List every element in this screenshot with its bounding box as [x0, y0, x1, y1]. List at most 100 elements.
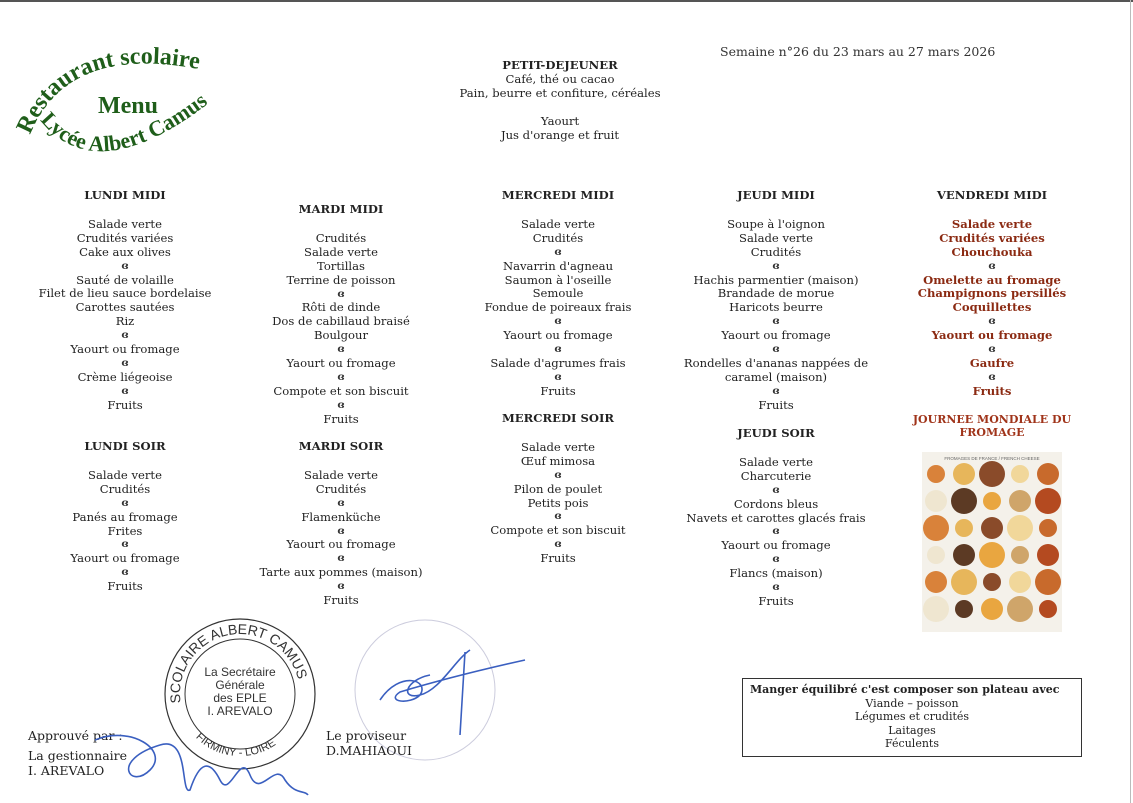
menu-item: Petits pois: [527, 495, 589, 510]
gestionnaire-name: I. AREVALO: [28, 763, 105, 778]
menu-item: Soupe à l'oignon: [727, 216, 825, 231]
equilibre-title: Manger équilibré c'est composer son plat…: [750, 683, 1060, 696]
meal-title: MARDI MIDI: [298, 202, 384, 216]
separator-icon: ɞ: [554, 469, 562, 481]
gestionnaire-label: La gestionnaire I. AREVALO: [28, 748, 127, 778]
menu-item: Coquillettes: [952, 300, 1032, 315]
separator-icon: ɞ: [988, 344, 996, 356]
menu-item: Fruits: [540, 551, 576, 566]
cheese-mark: [953, 544, 975, 566]
cheese-mark: [925, 571, 947, 593]
scan-edge-right: [1130, 0, 1131, 803]
cheese-mark: [927, 546, 945, 564]
separator-icon: ɞ: [772, 554, 780, 566]
menu-item: Yaourt ou fromage: [286, 356, 396, 371]
menu-item: Tarte aux pommes (maison): [259, 565, 423, 580]
cheese-mark: [1009, 490, 1031, 512]
menu-item: Fruits: [540, 383, 576, 398]
menu-item: Tortillas: [317, 258, 365, 273]
stamp-inner-line: I. AREVALO: [207, 704, 272, 718]
separator-icon: ɞ: [121, 539, 129, 551]
separator-icon: ɞ: [121, 260, 129, 272]
proviseur-stamp-faint: [354, 619, 496, 761]
meal-title: LUNDI MIDI: [84, 188, 166, 202]
menu-item: Fondue de poireaux frais: [484, 300, 632, 315]
menu-item: Yaourt ou fromage: [721, 538, 831, 553]
menu-item: Crudités: [750, 244, 802, 259]
jeudi-midi: JEUDI MIDI Soupe à l'oignon Salade verte Cr…: [666, 188, 886, 413]
vendredi-midi: VENDREDI MIDI Salade verte Crudités variée…: [892, 188, 1092, 399]
menu-item: Crudités: [99, 481, 151, 496]
separator-icon: ɞ: [772, 582, 780, 594]
cheese-mark: [1007, 596, 1033, 622]
cheese-mark: [979, 542, 1005, 568]
menu-item: Carottes sautées: [75, 300, 175, 315]
menu-item: Cordons bleus: [733, 496, 819, 511]
gestionnaire-title: La gestionnaire: [28, 748, 128, 763]
separator-icon: ɞ: [554, 344, 562, 356]
menu-item: Yaourt ou fromage: [286, 537, 396, 552]
separator-icon: ɞ: [554, 539, 562, 551]
cheese-mark: [951, 488, 977, 514]
separator-icon: ɞ: [337, 525, 345, 537]
meal-title: MERCREDI MIDI: [501, 188, 615, 202]
week-label: Semaine n°26 du 23 mars au 27 mars 2026: [720, 44, 996, 59]
mercredi-soir: MERCREDI SOIR Salade verte Œuf mimosa ɞ Pilo…: [458, 411, 658, 566]
menu-item: Chouchouka: [951, 244, 1033, 259]
separator-icon: ɞ: [337, 344, 345, 356]
cheese-mark: [1011, 546, 1029, 564]
cheese-mark: [1039, 600, 1057, 618]
menu-item: Hachis parmentier (maison): [693, 272, 859, 287]
menu-item: Yaourt ou fromage: [721, 328, 831, 343]
menu-item: Œuf mimosa: [520, 453, 596, 468]
cheese-mark: [923, 515, 949, 541]
menu-item: Yaourt: [540, 113, 580, 128]
separator-icon: ɞ: [121, 497, 129, 509]
logo-line2: Menu: [98, 93, 158, 119]
separator-icon: ɞ: [772, 344, 780, 356]
separator-icon: ɞ: [772, 385, 780, 397]
cheese-mark: [1035, 569, 1061, 595]
cheese-poster-image: FROMAGES DE FRANCE / FRENCH CHEESE: [922, 452, 1062, 632]
separator-icon: ɞ: [772, 526, 780, 538]
menu-item: Panés au fromage: [72, 509, 178, 524]
meal-title: MERCREDI SOIR: [501, 411, 615, 425]
menu-item: Salade verte: [951, 216, 1033, 231]
mardi-soir: MARDI SOIR Salade verte Crudités ɞ Flamenküc…: [241, 439, 441, 608]
menu-item: Dos de cabillaud braisé: [272, 314, 410, 329]
menu-item: Crudités: [315, 230, 367, 245]
menu-item: Jus d'orange et fruit: [500, 127, 620, 142]
menu-item: Fruits: [323, 411, 359, 426]
school-stamp: SCOLAIRE ALBERT CAMUS FIRMINY - LOIRE La…: [164, 618, 316, 770]
cheese-mark: [981, 517, 1003, 539]
scan-edge: [0, 0, 1133, 2]
menu-item: Charcuterie: [740, 468, 812, 483]
meal-title: MARDI SOIR: [298, 439, 384, 453]
menu-item: Semoule: [532, 286, 584, 301]
menu-item: Brandade de morue: [717, 286, 835, 301]
cheese-mark: [979, 461, 1005, 487]
menu-item: Cake aux olives: [79, 244, 171, 259]
menu-item: Fruits: [972, 383, 1012, 398]
menu-item: Flamenküche: [301, 509, 381, 524]
menu-item: Terrine de poisson: [286, 272, 396, 287]
cheese-mark: [1039, 519, 1057, 537]
separator-icon: ɞ: [772, 316, 780, 328]
separator-icon: ɞ: [121, 357, 129, 369]
menu-item: Salade verte: [304, 244, 378, 259]
menu-item: Fruits: [107, 579, 143, 594]
equilibre-item: Viande – poisson: [865, 696, 959, 710]
separator-icon: ɞ: [772, 260, 780, 272]
menu-item: Salade d'agrumes frais: [490, 355, 626, 370]
equilibre-item: Féculents: [885, 737, 939, 750]
meal-title: JEUDI SOIR: [737, 426, 815, 440]
stamp-inner-line: Générale: [215, 678, 265, 692]
separator-icon: ɞ: [988, 371, 996, 383]
cheese-mark: [1007, 515, 1033, 541]
meal-title: JEUDI MIDI: [737, 188, 815, 202]
menu-item: Filet de lieu sauce bordelaise: [38, 286, 212, 301]
menu-item: Crudités variées: [939, 230, 1045, 245]
proviseur-signature: [379, 649, 526, 736]
cheese-mark: [925, 490, 947, 512]
menu-item: [440, 101, 680, 115]
